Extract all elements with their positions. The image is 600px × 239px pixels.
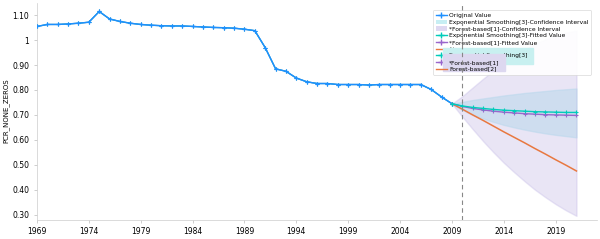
Legend: Original Value, Exponential Smoothing[3]-Confidence Interval, *Forest-based[1]-C: Original Value, Exponential Smoothing[3]… (433, 10, 592, 75)
Y-axis label: PCR_NONE_ZEROS: PCR_NONE_ZEROS (3, 79, 10, 143)
